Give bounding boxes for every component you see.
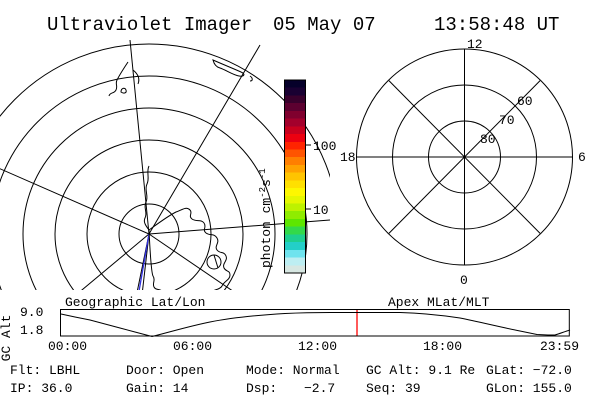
svg-text:Geographic Lat/Lon: Geographic Lat/Lon xyxy=(65,295,205,310)
svg-text:70: 70 xyxy=(499,113,515,128)
svg-text:12: 12 xyxy=(467,37,483,52)
svg-text:GLon: 155.0: GLon: 155.0 xyxy=(486,381,572,396)
svg-text:6: 6 xyxy=(578,150,586,165)
svg-text:100: 100 xyxy=(313,139,336,154)
svg-text:18:00: 18:00 xyxy=(423,339,462,354)
svg-text:13:58:48 UT: 13:58:48 UT xyxy=(434,14,559,36)
svg-text:Dsp:: Dsp: xyxy=(246,381,277,396)
svg-text:Apex MLat/MLT: Apex MLat/MLT xyxy=(388,295,490,310)
svg-text:GC Alt: 9.1 Re: GC Alt: 9.1 Re xyxy=(366,363,475,378)
svg-text:80: 80 xyxy=(480,132,496,147)
svg-text:12:00: 12:00 xyxy=(298,339,337,354)
svg-text:60: 60 xyxy=(517,94,533,109)
svg-text:18: 18 xyxy=(340,150,356,165)
svg-text:IP: 36.0: IP: 36.0 xyxy=(10,381,72,396)
svg-text:−2.7: −2.7 xyxy=(304,381,335,396)
svg-text:Gain: 14: Gain: 14 xyxy=(126,381,189,396)
svg-text:1.8: 1.8 xyxy=(20,323,43,338)
svg-text:Door: Open: Door: Open xyxy=(126,363,204,378)
svg-text:0: 0 xyxy=(460,273,468,288)
svg-text:GLat: −72.0: GLat: −72.0 xyxy=(486,363,572,378)
svg-text:Seq: 39: Seq: 39 xyxy=(366,381,421,396)
svg-text:10: 10 xyxy=(313,203,329,218)
svg-text:Mode: Normal: Mode: Normal xyxy=(246,363,340,378)
svg-text:00:00: 00:00 xyxy=(48,339,87,354)
svg-text:05 May 07: 05 May 07 xyxy=(273,14,376,36)
svg-text:23:59: 23:59 xyxy=(540,339,579,354)
svg-text:Flt: LBHL: Flt: LBHL xyxy=(10,363,80,378)
svg-text:9.0: 9.0 xyxy=(20,305,43,320)
svg-text:GC Alt: GC Alt xyxy=(0,315,14,362)
svg-text:Ultraviolet Imager: Ultraviolet Imager xyxy=(47,14,252,36)
svg-text:photon cm-2s-1: photon cm-2s-1 xyxy=(258,168,274,268)
svg-text:06:00: 06:00 xyxy=(173,339,212,354)
